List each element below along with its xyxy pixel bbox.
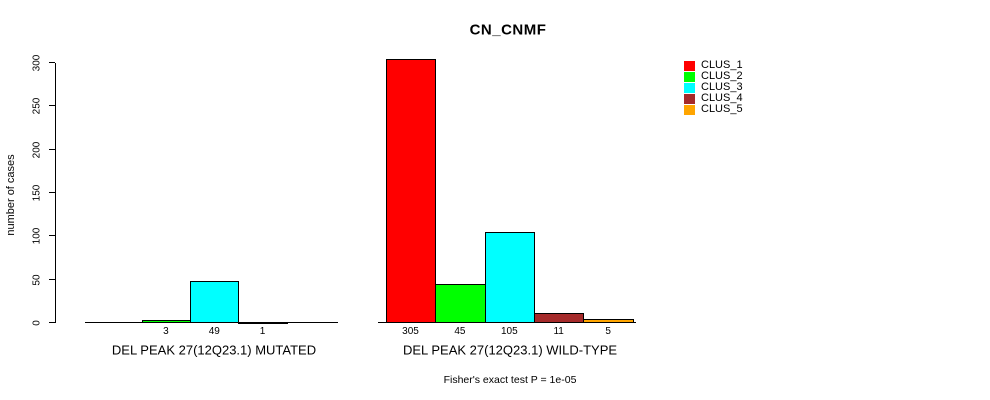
legend-label: CLUS_1 — [701, 59, 743, 71]
legend-item: CLUS_2 — [684, 71, 743, 82]
bar-value-label: 105 — [500, 326, 518, 337]
bar-value-label: 305 — [402, 326, 419, 337]
bar-clus_2 — [435, 284, 486, 323]
y-axis-label: number of cases — [5, 154, 17, 236]
legend-item: CLUS_3 — [684, 82, 743, 93]
y-axis-tick — [49, 278, 55, 280]
y-axis-tick-label: 150 — [31, 184, 43, 202]
y-axis-tick-label: 250 — [31, 97, 43, 115]
y-axis-tick — [49, 235, 55, 237]
bar-value-label: 3 — [163, 326, 169, 337]
bar-clus_2 — [141, 320, 192, 323]
bar-clus_4 — [238, 322, 288, 324]
legend-item: CLUS_5 — [684, 104, 743, 115]
legend-label: CLUS_4 — [701, 92, 743, 104]
legend: CLUS_1 CLUS_2 CLUS_3 CLUS_4 CLUS_5 — [684, 60, 743, 115]
y-axis-tick-label: 200 — [31, 141, 43, 158]
bar-value-label: 49 — [208, 326, 220, 337]
bar-value-label: 1 — [259, 326, 266, 337]
y-axis-tick-label: 300 — [31, 54, 43, 72]
y-axis-tick-label: 50 — [31, 274, 43, 286]
legend-swatch-clus_4 — [684, 93, 695, 104]
y-axis-tick — [49, 148, 55, 150]
y-axis-tick — [49, 61, 55, 63]
y-axis-tick — [49, 191, 55, 193]
bar-value-label: 5 — [605, 326, 611, 337]
bar-value-label: 11 — [553, 326, 564, 337]
bar-clus_5 — [583, 319, 634, 323]
y-axis-tick — [49, 105, 55, 107]
y-axis-line — [55, 63, 56, 323]
fisher-test-annotation: Fisher's exact test P = 1e-05 — [443, 374, 577, 386]
legend-label: CLUS_3 — [701, 81, 743, 93]
y-axis-tick — [49, 322, 55, 323]
y-axis-tick-label: 100 — [31, 227, 43, 245]
group-label-wild-type: DEL PEAK 27(12Q23.1) WILD-TYPE — [402, 342, 618, 358]
legend-item: CLUS_4 — [684, 93, 743, 104]
legend-swatch-clus_1 — [684, 60, 695, 71]
chart-title: CN_CNMF — [469, 21, 547, 39]
legend-label: CLUS_5 — [701, 103, 743, 115]
legend-swatch-clus_3 — [684, 82, 695, 93]
legend-swatch-clus_5 — [684, 104, 695, 115]
bar-clus_3 — [484, 232, 535, 323]
y-axis-tick-label: 0 — [31, 320, 43, 326]
legend-item: CLUS_1 — [684, 60, 743, 71]
bar-clus_4 — [534, 313, 585, 323]
group-label-mutated: DEL PEAK 27(12Q23.1) MUTATED — [111, 342, 317, 358]
bar-value-label: 45 — [454, 326, 466, 337]
legend-label: CLUS_2 — [701, 70, 743, 82]
legend-swatch-clus_2 — [684, 71, 695, 82]
bar-clus_3 — [190, 281, 240, 323]
bar-clus_1 — [385, 59, 437, 323]
